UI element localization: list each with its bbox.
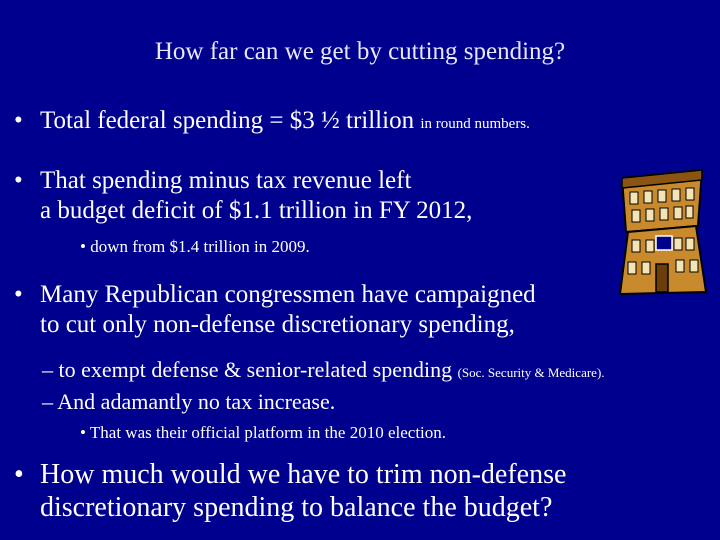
sub-bullet-marker: • <box>80 423 86 442</box>
dash-item-exempt: – to exempt defense & senior-related spe… <box>42 356 605 387</box>
dash-marker: – <box>42 389 53 414</box>
sub-bullet-2009: • down from $1.4 trillion in 2009. <box>80 236 310 258</box>
dash-text: to exempt defense & senior-related spend… <box>58 357 453 382</box>
bullet-marker: • <box>14 107 23 134</box>
bullet-text-line2: to cut only non-defense discretionary sp… <box>40 311 515 338</box>
bullet-question: • How much would we have to trim non-defe… <box>14 458 566 524</box>
dash-text: And adamantly no tax increase. <box>57 389 336 414</box>
sub-bullet-platform: • That was their official platform in th… <box>80 422 446 444</box>
bullet-marker: • <box>14 281 23 308</box>
bullet-text: Total federal spending = $3 ½ trillion <box>40 107 415 134</box>
slide-title: How far can we get by cutting spending? <box>154 38 566 65</box>
dash-item-no-tax: – And adamantly no tax increase. <box>42 388 335 416</box>
bullet-text-line1: How much would we have to trim non-defen… <box>40 459 567 490</box>
dash-note: (Soc. Security & Medicare). <box>457 365 605 380</box>
sub-bullet-text: That was their official platform in the … <box>89 423 447 442</box>
bullet-text-line1: Many Republican congressmen have campaig… <box>40 281 536 308</box>
bullet-text-line2: a budget deficit of $1.1 trillion in FY … <box>40 197 473 224</box>
bullet-total-spending: • Total federal spending = $3 ½ trillion … <box>14 106 530 139</box>
bullet-republicans: • Many Republican congressmen have campai… <box>14 280 536 340</box>
bullet-marker: • <box>14 459 24 490</box>
bullet-marker: • <box>14 167 23 194</box>
bullet-note: in round numbers. <box>420 116 530 132</box>
sub-bullet-marker: • <box>80 237 86 256</box>
dash-marker: – <box>42 357 53 382</box>
sub-bullet-text: down from $1.4 trillion in 2009. <box>90 237 310 256</box>
capitol-building-icon <box>618 168 708 296</box>
bullet-deficit: • That spending minus tax revenue left a … <box>14 166 472 226</box>
bullet-text-line2: discretionary spending to balance the bu… <box>40 492 553 523</box>
bullet-text-line1: That spending minus tax revenue left <box>40 167 412 194</box>
